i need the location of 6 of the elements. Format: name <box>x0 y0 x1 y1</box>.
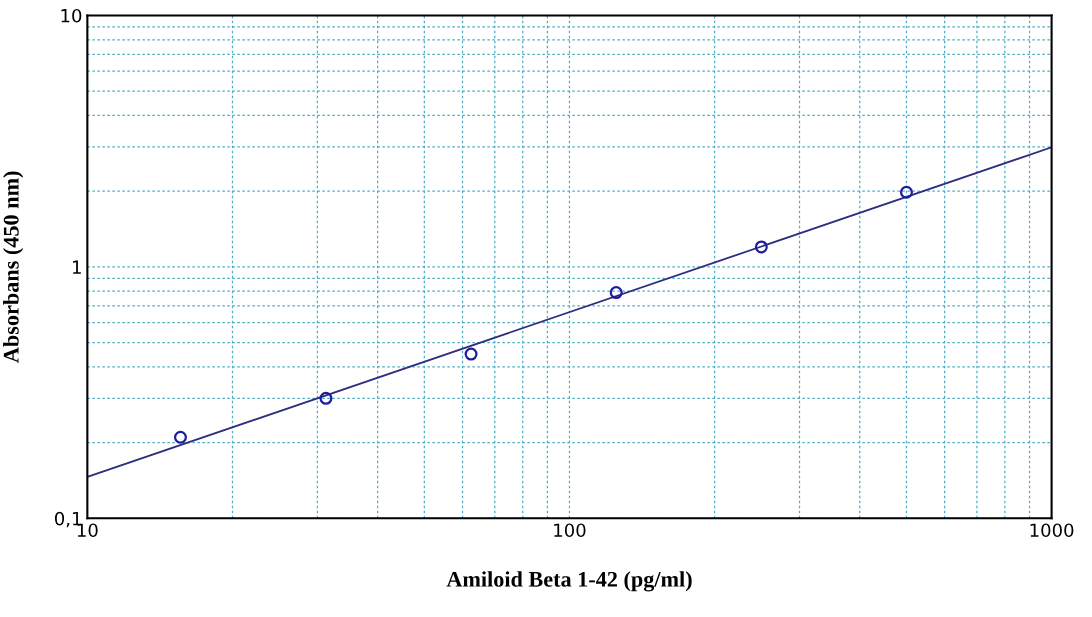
y-axis-title: Absorbans (450 nm) <box>3 171 24 363</box>
x-tick-label: 1000 <box>1030 523 1074 538</box>
y-tick-label: 1 <box>72 260 81 274</box>
y-tick-label: 10 <box>61 8 82 23</box>
x-axis-title: Amiloid Beta 1-42 (pg/ml) <box>446 571 692 592</box>
x-tick-label: 100 <box>554 523 586 538</box>
